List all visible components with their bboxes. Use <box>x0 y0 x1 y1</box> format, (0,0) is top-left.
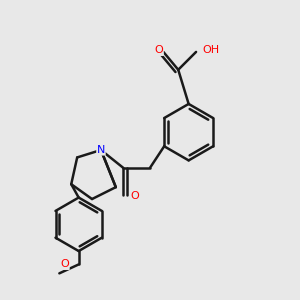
Text: N: N <box>97 145 105 155</box>
Text: O: O <box>130 191 139 201</box>
Text: OH: OH <box>202 45 220 56</box>
Text: O: O <box>154 45 163 56</box>
Text: O: O <box>60 260 69 269</box>
